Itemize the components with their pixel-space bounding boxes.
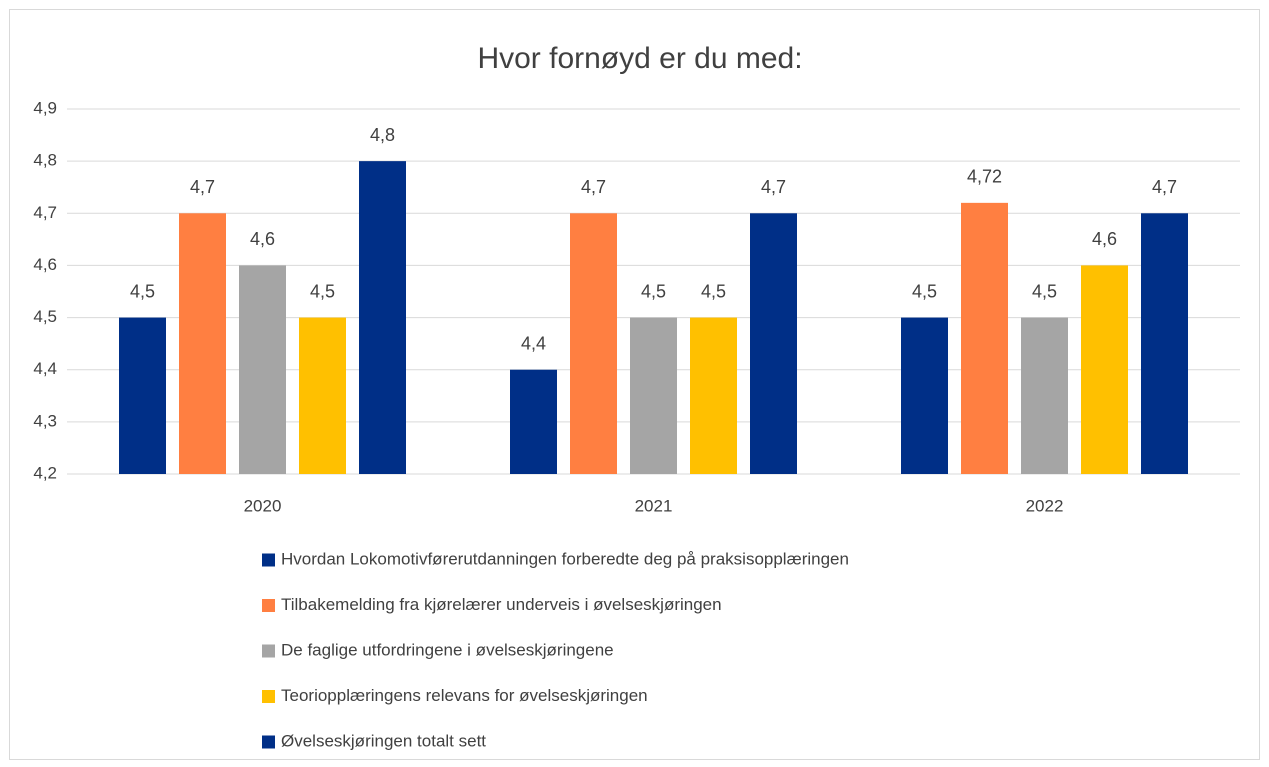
legend-label: Hvordan Lokomotivførerutdanningen forber… [281, 549, 849, 568]
chart-title: Hvor fornøyd er du med: [477, 42, 802, 75]
bar [299, 317, 346, 474]
bar [510, 369, 557, 474]
y-tick-label: 4,2 [33, 463, 57, 482]
x-tick-label: 2022 [1026, 496, 1064, 515]
value-label: 4,4 [521, 333, 546, 353]
bar [961, 202, 1008, 474]
x-tick-label: 2020 [244, 496, 282, 515]
value-label: 4,7 [1152, 177, 1177, 197]
value-label: 4,6 [250, 229, 275, 249]
bar [179, 213, 226, 475]
value-label: 4,5 [130, 281, 155, 301]
bar [570, 213, 617, 475]
value-label: 4,7 [761, 177, 786, 197]
bar [359, 161, 406, 474]
y-tick-label: 4,4 [33, 359, 57, 378]
value-label: 4,5 [641, 281, 666, 301]
bar [690, 317, 737, 474]
legend-swatch [262, 690, 275, 703]
legend-label: Tilbakemelding fra kjørelærer underveis … [281, 595, 722, 614]
bar [630, 317, 677, 474]
legend-swatch [262, 735, 275, 749]
bar [239, 265, 286, 474]
value-label: 4,5 [701, 281, 726, 301]
bar [1141, 213, 1188, 475]
x-tick-label: 2021 [635, 496, 673, 515]
y-tick-label: 4,6 [33, 255, 57, 274]
y-tick-label: 4,3 [33, 411, 57, 430]
value-label: 4,5 [310, 281, 335, 301]
bar [1021, 317, 1068, 474]
legend-label: Øvelseskjøringen totalt sett [281, 731, 486, 750]
legend-swatch [262, 599, 275, 612]
bar [750, 213, 797, 475]
legend-label: De faglige utfordringene i øvelseskjørin… [281, 640, 614, 659]
legend-label: Teoriopplæringens relevans for øvelseskj… [281, 686, 648, 705]
y-tick-label: 4,9 [33, 98, 57, 117]
bar [901, 317, 948, 474]
y-tick-label: 4,8 [33, 151, 57, 170]
value-label: 4,72 [967, 167, 1002, 187]
y-tick-label: 4,5 [33, 307, 57, 326]
y-tick-label: 4,7 [33, 203, 57, 222]
value-label: 4,5 [912, 281, 937, 301]
value-label: 4,5 [1032, 281, 1057, 301]
value-label: 4,7 [581, 177, 606, 197]
value-label: 4,7 [190, 177, 215, 197]
value-label: 4,8 [370, 125, 395, 145]
legend-swatch [262, 644, 275, 658]
value-label: 4,6 [1092, 229, 1117, 249]
bar [1081, 265, 1128, 474]
bar [119, 317, 166, 474]
legend-swatch [262, 553, 275, 567]
